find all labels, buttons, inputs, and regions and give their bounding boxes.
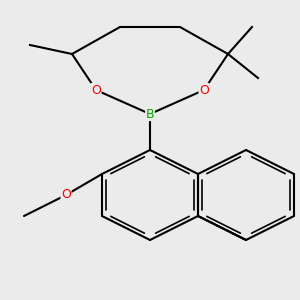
Text: O: O bbox=[61, 188, 71, 202]
Text: O: O bbox=[91, 83, 101, 97]
Text: B: B bbox=[146, 107, 154, 121]
Text: O: O bbox=[199, 83, 209, 97]
